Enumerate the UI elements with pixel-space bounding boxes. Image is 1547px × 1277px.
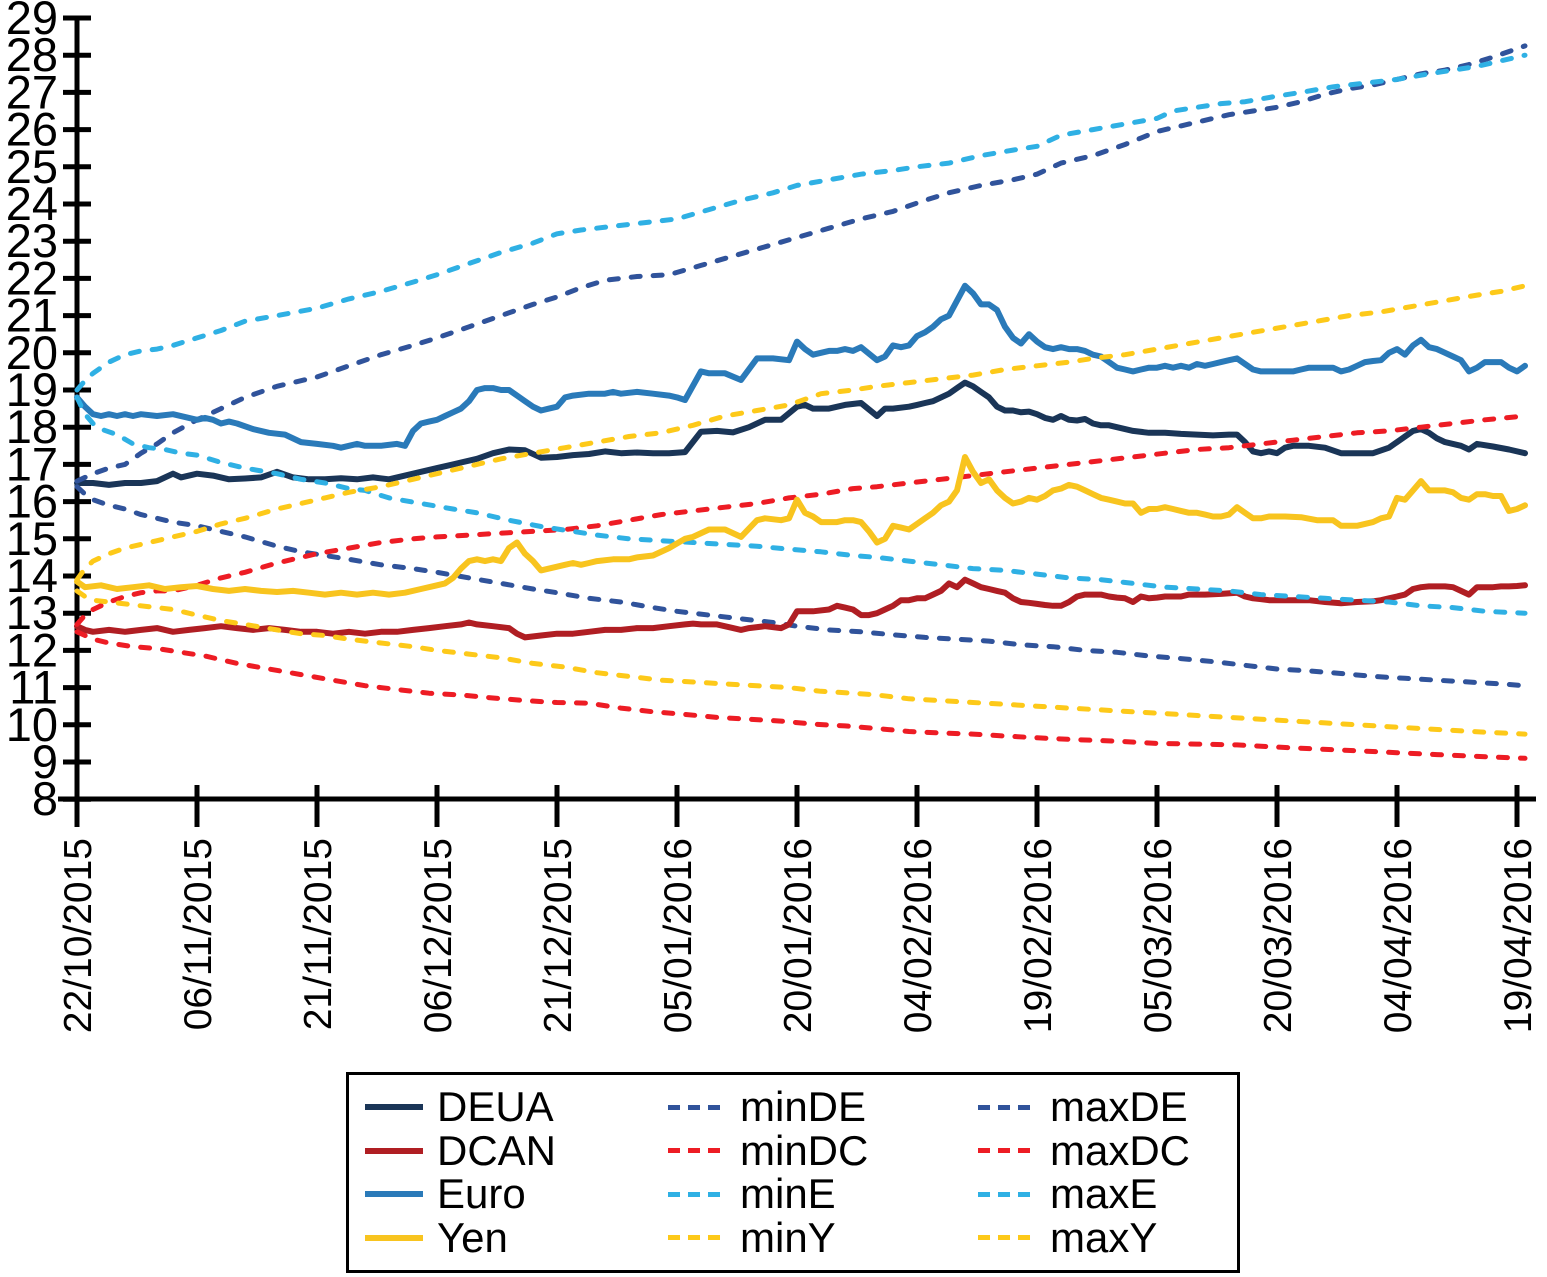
legend-label-euro: Euro [437,1170,526,1218]
legend-label-maxy: maxY [1050,1213,1158,1261]
series-line-maxE [74,52,1528,393]
legend-item-maxde: maxDE [978,1086,1237,1128]
x-tick-label-20/01/2016: 20/01/2016 [777,838,820,1033]
y-tick-label-14: 14 [6,549,58,602]
y-tick-label-28: 28 [6,28,58,81]
x-tick-label-22/10/2015: 22/10/2015 [57,838,100,1033]
y-tick-label-25: 25 [6,140,58,193]
legend-item-dcan: DCAN [365,1126,668,1174]
y-tick-label-22: 22 [6,251,58,304]
legend-swatch-maxy-line [978,1235,1036,1241]
legend-label-miny: minY [740,1213,836,1261]
x-tick-label-19/04/2016: 19/04/2016 [1497,838,1540,1033]
legend-item-mindc: minDC [668,1126,978,1174]
y-tick-label-11: 11 [9,661,58,714]
x-tick-label-20/03/2016: 20/03/2016 [1257,838,1300,1033]
x-tick-label-21/12/2015: 21/12/2015 [537,838,580,1033]
series-line-minE [74,394,1528,616]
y-tick-label-12: 12 [6,623,58,676]
x-tick-label-04/04/2016: 04/04/2016 [1377,838,1420,1033]
legend-item-mine: minE [668,1173,978,1215]
series-line-minDC [74,629,1528,761]
series-line-Yen [74,454,1528,598]
x-tick-label-06/11/2015: 06/11/2015 [177,838,220,1030]
legend-item-minde: minDE [668,1086,978,1128]
legend-swatch-minde-line [668,1104,726,1110]
legend-item-maxe: maxE [978,1173,1237,1215]
legend-swatch-maxdc-line [978,1148,1036,1154]
y-tick-label-10: 10 [6,698,58,751]
chart-legend: DEUA minDE maxDE DCAN minDC maxDC Euro m… [346,1072,1240,1273]
legend-label-yen: Yen [437,1213,508,1261]
legend-swatch-maxe-line [978,1191,1036,1197]
legend-item-deua: DEUA [365,1086,668,1128]
legend-item-miny: minY [668,1213,978,1261]
legend-label-mindc: minDC [740,1126,869,1174]
x-tick-label-19/02/2016: 19/02/2016 [1017,838,1060,1033]
chart-svg: 2928272625242322212019181716151413121110… [6,0,1540,1033]
y-tick-label-16: 16 [6,475,58,528]
legend-swatch-dcan-line [365,1147,423,1154]
legend-swatch-maxde-line [978,1104,1036,1110]
legend-label-mine: minE [740,1170,836,1218]
legend-swatch-miny-line [668,1235,726,1241]
series-line-maxDE [74,43,1528,484]
legend-item-maxy: maxY [978,1213,1237,1261]
x-tick-label-05/01/2016: 05/01/2016 [657,838,700,1033]
x-tick-label-04/02/2016: 04/02/2016 [897,838,940,1033]
legend-swatch-mindc-line [668,1148,726,1154]
legend-swatch-deua-line [365,1104,423,1111]
legend-swatch-yen-line [365,1234,423,1241]
y-tick-label-21: 21 [6,289,58,342]
legend-label-maxe: maxE [1050,1170,1158,1218]
legend-label-maxde: maxDE [1050,1083,1188,1131]
legend-label-dcan: DCAN [437,1126,557,1174]
series-line-DEUA [74,379,1528,488]
series-line-minY [74,588,1528,737]
series-line-maxY [74,283,1528,583]
y-tick-label-8: 8 [32,772,58,825]
y-tick-label-23: 23 [6,214,58,267]
legend-label-maxdc: maxDC [1050,1126,1191,1174]
legend-label-deua: DEUA [437,1083,554,1131]
x-tick-label-05/03/2016: 05/03/2016 [1137,838,1180,1033]
series-line-maxDC [74,413,1528,627]
x-tick-label-21/11/2015: 21/11/2015 [297,838,340,1030]
y-tick-label-27: 27 [6,65,58,118]
y-tick-label-24: 24 [6,177,58,230]
y-tick-label-9: 9 [32,735,58,788]
legend-item-yen: Yen [365,1213,668,1261]
y-tick-label-17: 17 [6,437,58,490]
y-tick-label-18: 18 [6,400,58,453]
legend-swatch-mine-line [668,1191,726,1197]
y-tick-label-29: 29 [6,0,58,44]
y-tick-label-26: 26 [6,103,58,156]
legend-item-maxdc: maxDC [978,1126,1237,1174]
legend-label-minde: minDE [740,1083,867,1131]
y-tick-label-13: 13 [6,586,58,639]
y-tick-label-20: 20 [6,326,58,379]
series-line-DCAN [74,576,1528,641]
series-line-minDE [74,484,1528,689]
y-tick-label-15: 15 [6,512,58,565]
x-tick-label-06/12/2015: 06/12/2015 [417,838,460,1033]
legend-swatch-euro-line [365,1191,423,1198]
legend-item-euro: Euro [365,1173,668,1215]
series-line-Euro [74,282,1528,451]
y-tick-label-19: 19 [6,363,58,416]
